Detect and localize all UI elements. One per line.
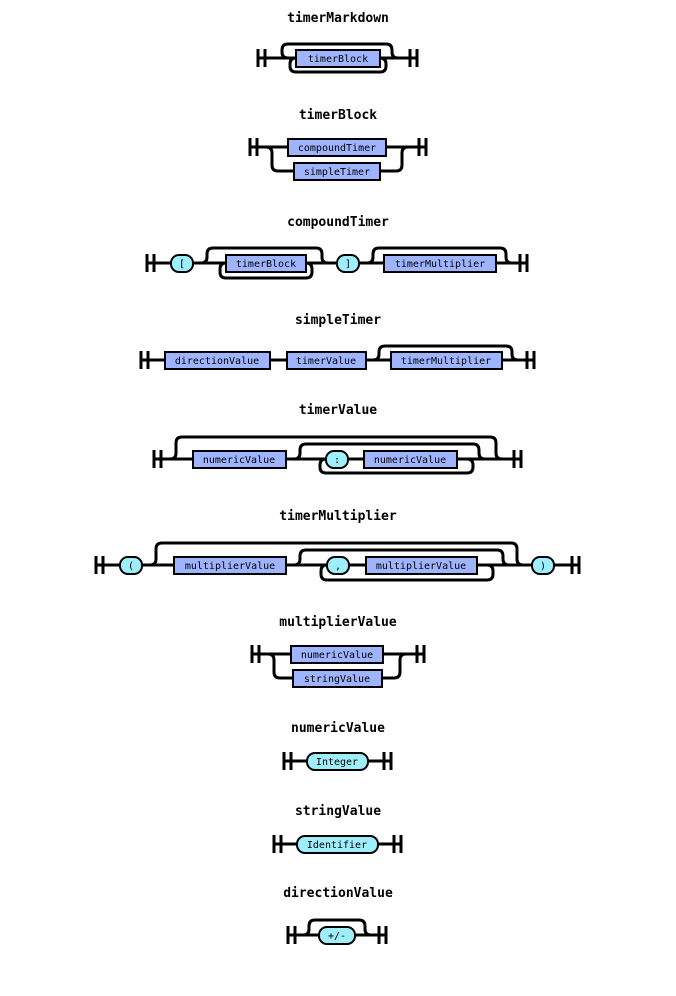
rule-title: simpleTimer bbox=[295, 313, 381, 328]
nonterminal-node[interactable]: timerBlock bbox=[295, 49, 381, 68]
node-label: timerMultiplier bbox=[395, 259, 485, 270]
node-label: : bbox=[334, 455, 340, 466]
end-marker bbox=[570, 556, 581, 574]
terminal-node[interactable]: ) bbox=[531, 556, 555, 575]
rule-multiplierValue: multiplierValue numericValue stringValue bbox=[250, 615, 426, 688]
nonterminal-node[interactable]: multiplierValue bbox=[173, 556, 287, 575]
node-label: , bbox=[335, 561, 341, 572]
node-label: directionValue bbox=[175, 356, 259, 367]
end-marker bbox=[525, 351, 536, 369]
rail bbox=[250, 145, 427, 173]
rail bbox=[252, 652, 425, 680]
rule-title: timerMarkdown bbox=[287, 11, 389, 26]
node-label: ( bbox=[128, 561, 134, 572]
rule-compoundTimer: compoundTimer [ timerBlock ] timerMultip… bbox=[145, 215, 529, 280]
nonterminal-node[interactable]: numericValue bbox=[363, 450, 458, 469]
nonterminal-node[interactable]: multiplierValue bbox=[365, 556, 478, 575]
nonterminal-node[interactable]: timerMultiplier bbox=[383, 254, 497, 273]
terminal-node[interactable]: ( bbox=[119, 556, 143, 575]
rail bbox=[147, 246, 528, 280]
rule-title: numericValue bbox=[291, 721, 385, 736]
rail bbox=[258, 42, 418, 74]
rule-directionValue: directionValue +/- bbox=[283, 886, 393, 945]
terminal-node[interactable]: Identifier bbox=[296, 835, 379, 854]
rule-title: multiplierValue bbox=[279, 615, 397, 630]
rule-numericValue: numericValue Integer bbox=[282, 721, 393, 771]
rule-timerMarkdown: timerMarkdown timerBlock bbox=[256, 11, 419, 74]
rule-title: timerValue bbox=[299, 403, 377, 418]
nonterminal-node[interactable]: timerMultiplier bbox=[390, 351, 503, 370]
rule-title: timerBlock bbox=[299, 108, 377, 123]
nonterminal-node[interactable]: stringValue bbox=[292, 669, 383, 688]
end-marker bbox=[377, 926, 388, 944]
node-label: +/- bbox=[328, 931, 346, 942]
rule-title: stringValue bbox=[295, 804, 381, 819]
node-label: simpleTimer bbox=[304, 167, 370, 178]
rule-simpleTimer: simpleTimer directionValue timerValue ti… bbox=[139, 313, 536, 370]
end-marker bbox=[382, 752, 393, 770]
node-label: timerValue bbox=[296, 356, 356, 367]
node-label: multiplierValue bbox=[185, 561, 275, 572]
node-label: [ bbox=[179, 259, 185, 270]
rail bbox=[141, 344, 535, 362]
nonterminal-node[interactable]: simpleTimer bbox=[293, 162, 381, 181]
terminal-node[interactable]: Integer bbox=[306, 752, 369, 771]
rule-stringValue: stringValue Identifier bbox=[272, 804, 403, 854]
nonterminal-node[interactable]: compoundTimer bbox=[287, 138, 387, 157]
node-label: numericValue bbox=[203, 455, 275, 466]
nonterminal-node[interactable]: numericValue bbox=[290, 645, 384, 664]
node-label: Identifier bbox=[307, 840, 367, 851]
rule-timerBlock: timerBlock compoundTimer simpleTimer bbox=[248, 108, 428, 181]
end-marker bbox=[408, 49, 419, 67]
node-label: ] bbox=[345, 259, 351, 270]
end-marker bbox=[518, 254, 529, 272]
node-label: timerBlock bbox=[236, 259, 296, 270]
rail bbox=[288, 918, 387, 937]
node-label: multiplierValue bbox=[376, 561, 466, 572]
end-marker bbox=[417, 138, 428, 156]
end-marker bbox=[392, 835, 403, 853]
rule-timerMultiplier: timerMultiplier ( multiplierValue , mult… bbox=[94, 509, 581, 582]
terminal-node[interactable]: ] bbox=[336, 254, 360, 273]
node-label: Integer bbox=[316, 757, 358, 768]
terminal-node[interactable]: , bbox=[326, 556, 350, 575]
node-label: compoundTimer bbox=[298, 143, 376, 154]
node-label: stringValue bbox=[304, 674, 370, 685]
rule-title: timerMultiplier bbox=[279, 509, 397, 524]
node-label: numericValue bbox=[374, 455, 446, 466]
nonterminal-node[interactable]: timerValue bbox=[286, 351, 367, 370]
rule-title: compoundTimer bbox=[287, 215, 389, 230]
terminal-node[interactable]: [ bbox=[170, 254, 194, 273]
rail bbox=[154, 435, 522, 475]
rule-title: directionValue bbox=[283, 886, 393, 901]
rail bbox=[96, 541, 580, 582]
nonterminal-node[interactable]: numericValue bbox=[192, 450, 287, 469]
terminal-node[interactable]: +/- bbox=[318, 926, 356, 945]
node-label: timerMultiplier bbox=[401, 356, 491, 367]
end-marker bbox=[415, 645, 426, 663]
terminal-node[interactable]: : bbox=[325, 450, 349, 469]
node-label: ) bbox=[540, 561, 546, 572]
nonterminal-node[interactable]: directionValue bbox=[164, 351, 271, 370]
node-label: numericValue bbox=[301, 650, 373, 661]
end-marker bbox=[512, 450, 523, 468]
node-label: timerBlock bbox=[308, 54, 368, 65]
rule-timerValue: timerValue numericValue : numericValue bbox=[152, 403, 523, 475]
nonterminal-node[interactable]: timerBlock bbox=[225, 254, 307, 273]
